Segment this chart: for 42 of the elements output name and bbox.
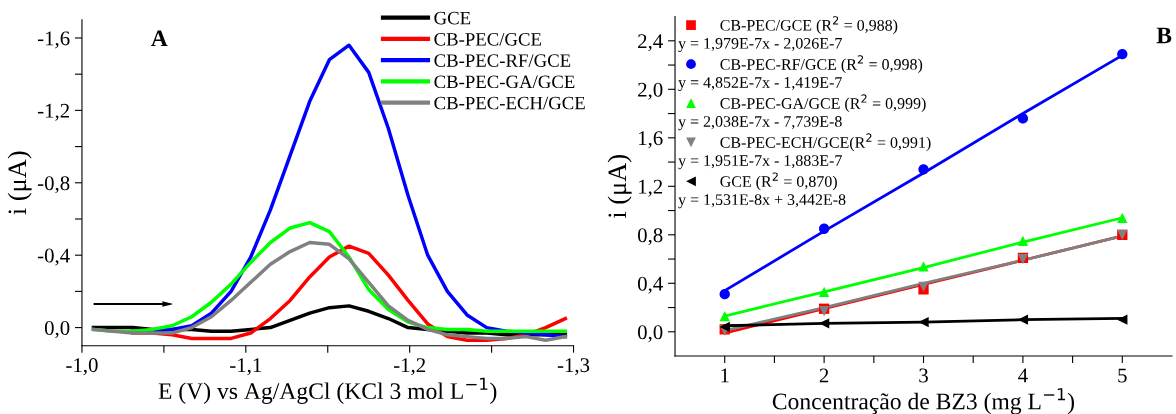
legend-label: CB-PEC/GCE bbox=[434, 33, 542, 46]
legend-label: CB-PEC-RF/GCE bbox=[434, 54, 571, 67]
x-tick-label: -1,0 bbox=[66, 358, 98, 376]
annotation: B bbox=[1156, 27, 1172, 44]
legend-label: CB-PEC-GA/GCE bbox=[434, 75, 575, 89]
y-tick-label: 1,6 bbox=[639, 131, 663, 149]
x-axis-title: Concentração de BZ3 (mg L$^{−1}$) bbox=[772, 388, 1074, 414]
y-tick-label: -0,8 bbox=[37, 176, 70, 194]
x-tick-label: 1 bbox=[721, 368, 729, 383]
y-axis-title: i (μA) bbox=[607, 155, 632, 219]
y-tick-label: 0,0 bbox=[637, 325, 663, 343]
legend-label: CB-PEC-RF/GCE (R$^{2}$ = 0,998) bbox=[720, 55, 923, 74]
legend-label: CB-PEC-GA/GCE (R$^{2}$ = 0,999) bbox=[720, 94, 926, 113]
y-tick-label: 0,8 bbox=[637, 228, 663, 246]
legend-label: CB-PEC-ECH/GCE(R$^{2}$ = 0,991) bbox=[720, 133, 931, 152]
x-tick-label: 5 bbox=[1118, 368, 1127, 383]
legend-label: CB-PEC-ECH/GCE bbox=[434, 96, 585, 110]
legend-label: CB-PEC/GCE (R$^{2}$ = 0,988) bbox=[720, 16, 898, 34]
y-tick-label: 2,4 bbox=[638, 34, 663, 52]
x-tick-label: -1,3 bbox=[557, 358, 590, 376]
annotation: y = 1,951E-7x - 1,883E-7 bbox=[678, 155, 842, 170]
legend-label: GCE bbox=[434, 11, 471, 25]
annotation: y = 2,038E-7x - 7,739E-8 bbox=[678, 116, 842, 131]
y-tick-label: -1,6 bbox=[37, 31, 70, 49]
x-tick-label: -1,1 bbox=[230, 358, 262, 376]
x-tick-label: 3 bbox=[919, 368, 928, 383]
y-axis-title: i (μA) bbox=[7, 151, 32, 215]
annotation: y = 1,979E-7x - 2,026E-7 bbox=[678, 37, 842, 53]
y-tick-label: -1,2 bbox=[37, 103, 70, 121]
y-tick-label: 1,2 bbox=[639, 179, 663, 197]
y-tick-label: -0,4 bbox=[37, 248, 70, 266]
y-tick-label: 2,0 bbox=[638, 82, 663, 100]
annotation: y = 4,852E-7x - 1,419E-7 bbox=[678, 77, 842, 92]
x-tick-label: 4 bbox=[1018, 368, 1028, 383]
legend-label: GCE (R$^{2}$ = 0,870) bbox=[720, 172, 837, 191]
y-tick-label: 0,0 bbox=[44, 320, 70, 339]
annotation: y = 1,531E-8x + 3,442E-8 bbox=[678, 194, 846, 209]
x-axis-title: E (V) vs Ag/AgCl (KCl 3 mol L$^{−1}$) bbox=[158, 377, 497, 404]
annotation: A bbox=[151, 30, 168, 47]
x-tick-label: 2 bbox=[819, 368, 829, 383]
x-tick-label: -1,2 bbox=[393, 358, 426, 376]
y-tick-label: 0,4 bbox=[637, 276, 663, 294]
